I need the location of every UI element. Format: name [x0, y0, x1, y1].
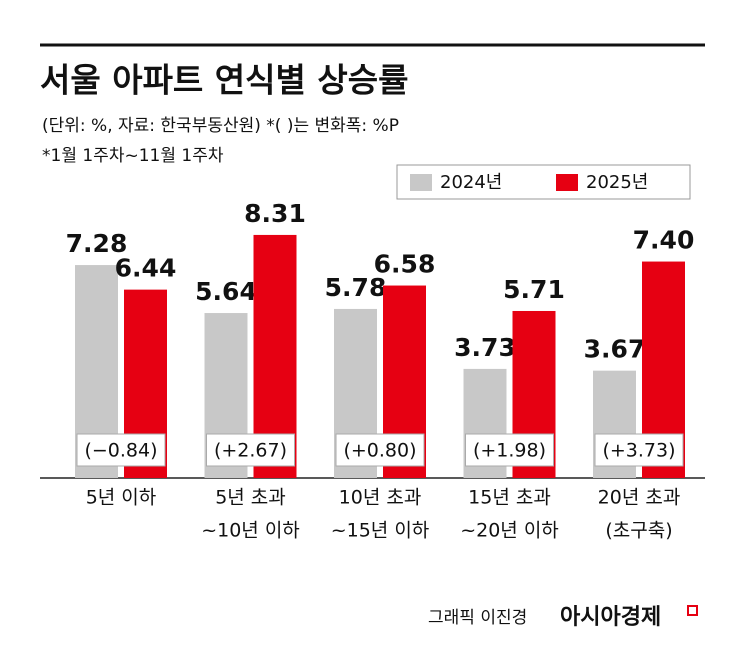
x-tick-label: ~15년 이하	[331, 520, 430, 542]
x-tick-label: 5년 초과	[215, 487, 286, 509]
value-label: 8.31	[244, 199, 306, 228]
annotation-box	[206, 433, 295, 467]
x-tick-label: 15년 초과	[468, 487, 551, 509]
annotation-box	[465, 433, 554, 467]
credit-author: 그래픽 이진경	[428, 608, 527, 628]
x-tick-label: 5년 이하	[86, 487, 157, 509]
value-label: 5.64	[195, 277, 257, 306]
x-tick-label: ~20년 이하	[460, 520, 559, 542]
value-label: 7.40	[633, 226, 695, 255]
legend-box	[396, 164, 691, 200]
value-label: 5.71	[503, 275, 565, 304]
value-label: 3.67	[584, 335, 646, 364]
annotation-box	[594, 433, 684, 467]
value-label: 6.44	[115, 254, 177, 283]
annotation-box	[76, 433, 166, 467]
note: *1월 1주차~11월 1주차	[42, 146, 224, 166]
legend-label: 2024년	[440, 172, 502, 193]
legend-swatch	[410, 174, 432, 191]
x-tick-label: (초구축)	[605, 520, 672, 542]
x-tick-label: ~10년 이하	[201, 520, 300, 542]
chart-title: 서울 아파트 연식별 상승률	[40, 61, 408, 100]
annotation: (+0.80)	[343, 440, 416, 462]
legend-label: 2025년	[586, 172, 648, 193]
annotation: (−0.84)	[84, 440, 157, 462]
x-tick-label: 20년 초과	[598, 487, 681, 509]
value-label: 3.73	[454, 333, 516, 362]
subtitle: (단위: %, 자료: 한국부동산원) *( )는 변화폭: %P	[42, 116, 399, 136]
value-label: 7.28	[66, 229, 128, 258]
brand-icon	[687, 605, 698, 616]
annotation-box	[335, 433, 425, 467]
credit-brand: 아시아경제	[560, 605, 661, 630]
value-label: 6.58	[374, 250, 436, 279]
value-label: 5.78	[325, 273, 387, 302]
annotation: (+1.98)	[473, 440, 546, 462]
annotation: (+3.73)	[602, 440, 675, 462]
annotation: (+2.67)	[214, 440, 287, 462]
legend-swatch	[556, 174, 578, 191]
x-tick-label: 10년 초과	[339, 487, 422, 509]
